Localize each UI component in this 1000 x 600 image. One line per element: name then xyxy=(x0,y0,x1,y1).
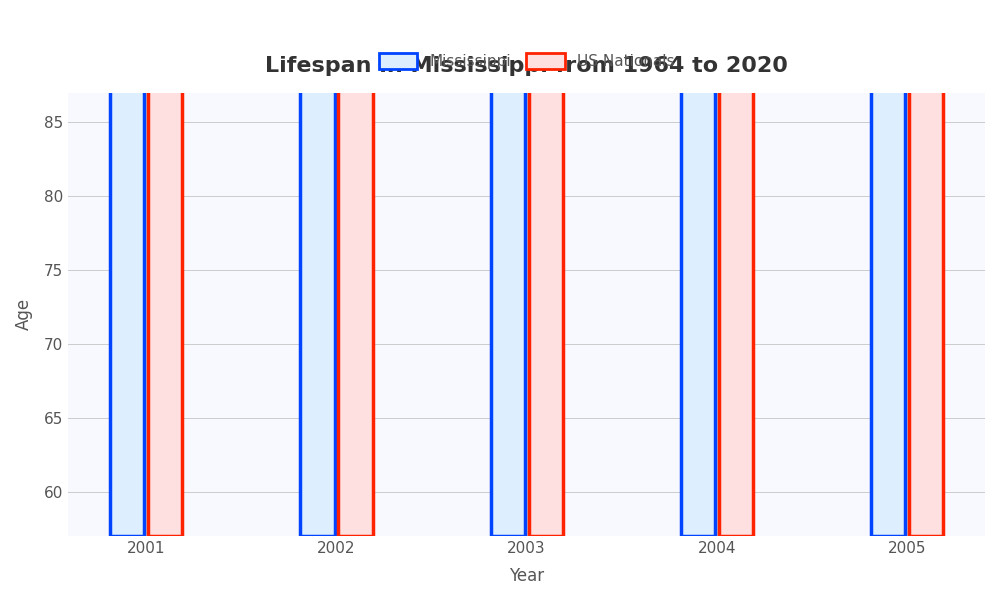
X-axis label: Year: Year xyxy=(509,567,544,585)
Y-axis label: Age: Age xyxy=(15,298,33,331)
Bar xyxy=(529,0,563,536)
Bar xyxy=(909,0,943,536)
Bar xyxy=(681,0,715,536)
Bar xyxy=(110,0,144,536)
Bar xyxy=(148,0,182,536)
Bar xyxy=(719,0,753,536)
Title: Lifespan in Mississippi from 1964 to 2020: Lifespan in Mississippi from 1964 to 202… xyxy=(265,56,788,76)
Bar xyxy=(300,0,335,536)
Bar xyxy=(338,0,373,536)
Legend: Mississippi, US Nationals: Mississippi, US Nationals xyxy=(373,47,680,76)
Bar xyxy=(491,0,525,536)
Bar xyxy=(871,0,905,536)
